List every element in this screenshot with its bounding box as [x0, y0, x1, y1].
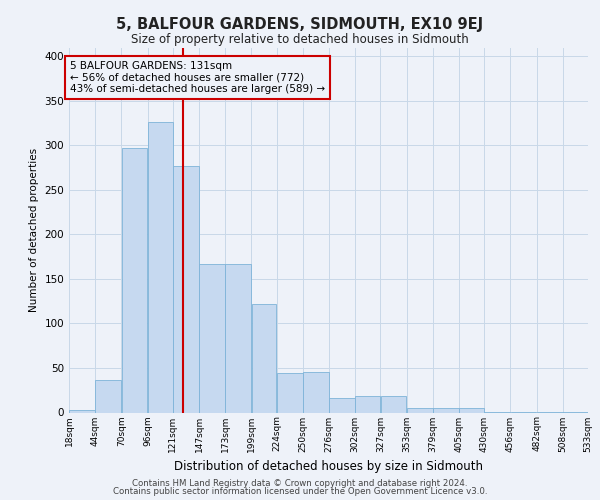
Text: Contains HM Land Registry data © Crown copyright and database right 2024.: Contains HM Land Registry data © Crown c… [132, 478, 468, 488]
X-axis label: Distribution of detached houses by size in Sidmouth: Distribution of detached houses by size … [174, 460, 483, 473]
Bar [380, 396, 406, 412]
Bar [148, 122, 173, 412]
Bar [459, 408, 484, 412]
Text: Contains public sector information licensed under the Open Government Licence v3: Contains public sector information licen… [113, 487, 487, 496]
Bar [303, 372, 329, 412]
Bar [122, 148, 148, 412]
Text: Size of property relative to detached houses in Sidmouth: Size of property relative to detached ho… [131, 32, 469, 46]
Bar [199, 264, 225, 412]
Bar [69, 410, 95, 412]
Bar [407, 408, 433, 412]
Bar [173, 166, 199, 412]
Bar [277, 374, 302, 412]
Bar [251, 304, 277, 412]
Bar [355, 396, 380, 412]
Bar [226, 264, 251, 412]
Bar [95, 380, 121, 412]
Bar [433, 408, 459, 412]
Y-axis label: Number of detached properties: Number of detached properties [29, 148, 39, 312]
Text: 5, BALFOUR GARDENS, SIDMOUTH, EX10 9EJ: 5, BALFOUR GARDENS, SIDMOUTH, EX10 9EJ [116, 18, 484, 32]
Bar [329, 398, 355, 412]
Text: 5 BALFOUR GARDENS: 131sqm
← 56% of detached houses are smaller (772)
43% of semi: 5 BALFOUR GARDENS: 131sqm ← 56% of detac… [70, 61, 325, 94]
